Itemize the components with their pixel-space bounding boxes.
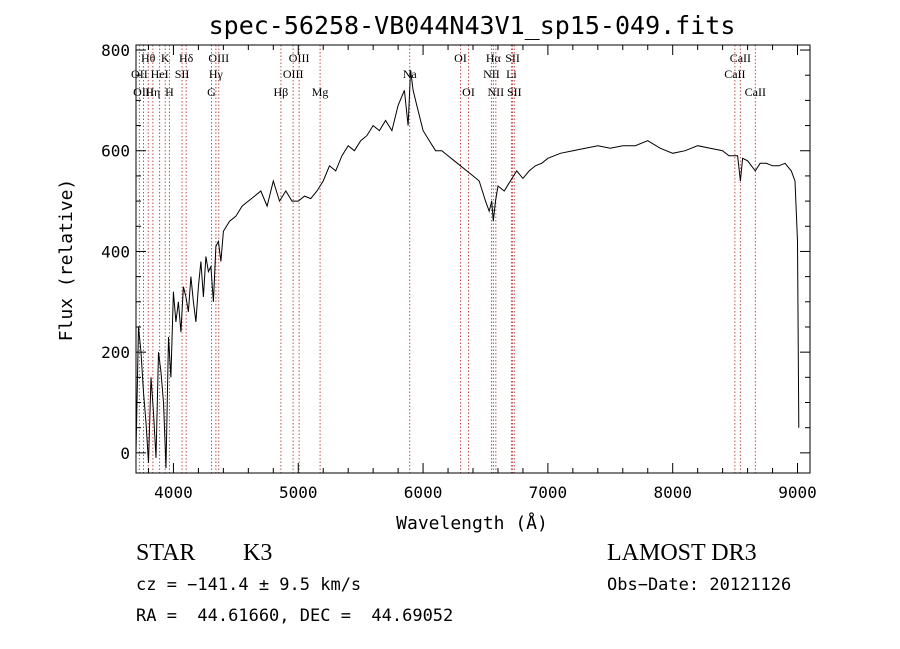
spectral-line-label: OI [454, 51, 467, 65]
object-class: STAR [136, 540, 195, 566]
spectral-line-label: NII [488, 85, 505, 99]
spectral-line-label: CaII [724, 67, 745, 81]
spectral-line-markers [138, 45, 756, 473]
spectral-line-label: OIII [283, 67, 304, 81]
x-axis-ticks: 4000 5000 6000 7000 8000 9000 [147, 45, 817, 502]
y-tick-label: 800 [101, 41, 130, 60]
spectral-line-label: SII [505, 51, 520, 65]
info-block: STAR K3 LAMOST DR3 cz = −141.4 ± 9.5 km/… [136, 540, 791, 626]
spectral-line-label: OII [131, 67, 148, 81]
spectral-line-label: OIII [208, 51, 229, 65]
spectrum-series-line [135, 70, 800, 469]
spectral-line-label: Hα [486, 51, 502, 65]
spectral-line-label: Hδ [179, 51, 194, 65]
y-axis-ticks: 0 200 400 600 800 [101, 41, 810, 463]
y-axis-label: Flux (relative) [56, 179, 77, 342]
spectral-line-label: Hη [145, 85, 160, 99]
spectral-line-label: OIII [133, 85, 154, 99]
x-axis-label: Wavelength (Å) [396, 512, 548, 534]
y-tick-label: 400 [101, 242, 130, 261]
x-tick-label: 6000 [404, 483, 443, 502]
spectral-line-label: Mg [312, 85, 329, 99]
survey-name: LAMOST DR3 [607, 540, 757, 566]
spectral-line-label: SII [175, 67, 190, 81]
observation-date: Obs−Date: 20121126 [607, 575, 791, 595]
spectral-line-label: Hθ [141, 51, 156, 65]
x-tick-label: 4000 [154, 483, 193, 502]
radial-velocity: cz = −141.4 ± 9.5 km/s [136, 575, 361, 595]
x-tick-label: 7000 [529, 483, 568, 502]
spectral-line-label: CaII [745, 85, 766, 99]
spectral-line-label: K [161, 51, 170, 65]
plot-frame [135, 44, 811, 474]
spectral-line-label: Hγ [209, 67, 224, 81]
y-tick-label: 600 [101, 142, 130, 161]
spectral-line-label: NII [483, 67, 500, 81]
spectral-line-label: H [165, 85, 174, 99]
x-tick-label: 8000 [653, 483, 692, 502]
x-tick-label: 9000 [778, 483, 817, 502]
sky-coordinates: RA = 44.61660, DEC = 44.69052 [136, 606, 453, 626]
spectral-line-label: Hβ [274, 85, 289, 99]
y-tick-label: 0 [120, 444, 130, 463]
spectral-line-label: SII [507, 85, 522, 99]
spectral-line-label: CaII [730, 51, 751, 65]
spectral-line-label: G [207, 85, 216, 99]
spectral-line-label: HeI [151, 67, 169, 81]
spectral-line-label: OI [462, 85, 475, 99]
x-tick-label: 5000 [279, 483, 318, 502]
spectral-line-label: Li [506, 67, 517, 81]
chart-title: spec-56258-VB044N43V1_sp15-049.fits [209, 11, 736, 40]
spectral-line-label: OIII [289, 51, 310, 65]
y-tick-label: 200 [101, 343, 130, 362]
object-subclass: K3 [243, 540, 272, 566]
